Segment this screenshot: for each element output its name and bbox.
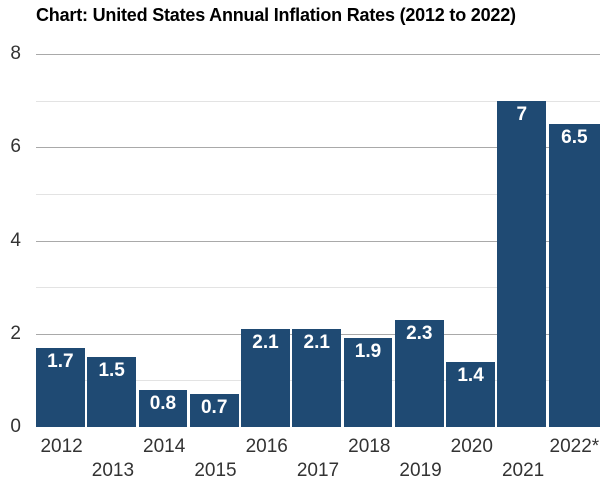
bar: 2.3: [394, 319, 444, 427]
bar: 1.7: [36, 347, 85, 427]
x-tick-label: 2014: [143, 436, 186, 457]
x-tick-label: 2021: [501, 460, 545, 481]
bar-value-label: 2.3: [406, 322, 433, 344]
y-tick-label: 0: [10, 416, 21, 437]
bar: 0.7: [189, 394, 239, 427]
bar: 1.4: [446, 361, 495, 427]
x-tick-label: 2016: [245, 436, 288, 457]
x-tick-label: 2017: [296, 460, 340, 481]
x-tick-label: 2019: [399, 460, 442, 481]
bar: 1.5: [87, 357, 137, 427]
bar-value-label: 1.5: [98, 360, 125, 382]
chart-title: Chart: United States Annual Inflation Ra…: [36, 5, 516, 25]
y-tick-label: 4: [10, 229, 21, 251]
y-tick-label: 8: [10, 43, 21, 64]
minor-gridline: [36, 100, 600, 102]
x-tick-label: 2013: [91, 460, 135, 481]
minor-gridline: [36, 287, 600, 289]
x-tick-label: 2022*: [549, 436, 600, 457]
bar: 0.8: [138, 389, 188, 427]
x-tick-label: 2020: [450, 436, 493, 457]
x-tick-label: 2012: [40, 436, 83, 457]
major-gridline: [36, 240, 600, 242]
bar-value-label: 1.9: [354, 341, 382, 363]
y-tick-label: 2: [10, 322, 21, 344]
major-gridline: [36, 147, 600, 149]
x-tick-label: 2015: [194, 460, 237, 481]
bar-value-label: 0.7: [200, 397, 228, 419]
major-gridline: [36, 54, 600, 55]
bar-value-label: 7: [516, 103, 528, 125]
bar-value-label: 6.5: [561, 126, 588, 148]
x-tick-label: 2018: [348, 436, 391, 457]
bar-value-label: 2.1: [303, 332, 330, 354]
bar: 2.1: [292, 329, 342, 427]
y-tick-label: 6: [10, 136, 21, 158]
bar-value-label: 2.1: [252, 332, 279, 354]
bar: 7: [497, 100, 547, 427]
bar-value-label: 1.4: [457, 364, 484, 386]
minor-gridline: [36, 193, 600, 195]
bar-value-label: 0.8: [149, 392, 177, 414]
bar: 2.1: [241, 329, 290, 427]
bar-value-label: 1.7: [47, 350, 74, 372]
bar: 1.9: [343, 338, 393, 427]
bar: 6.5: [548, 123, 600, 427]
